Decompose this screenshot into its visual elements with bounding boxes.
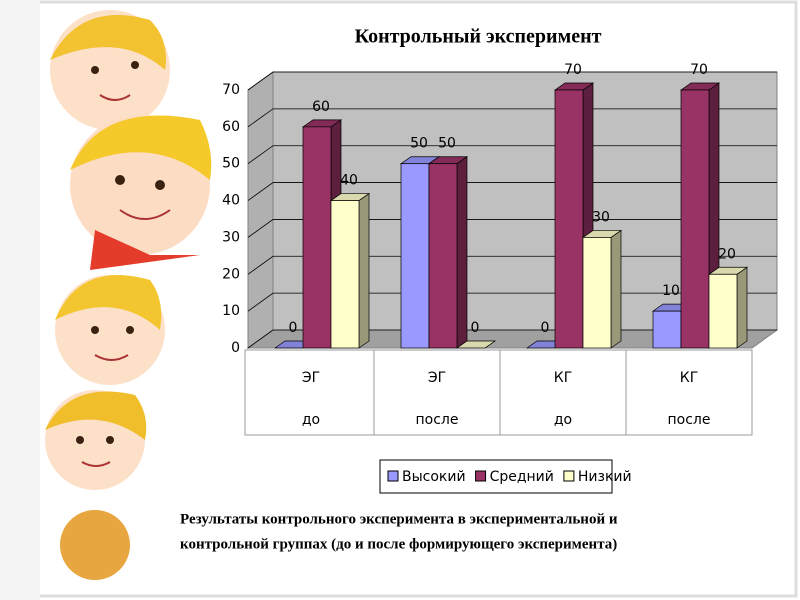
chart: 0 10 20 30 40 50 60 70 ЭГ до ЭГ после КГ до КГ после 0 60… bbox=[222, 62, 779, 494]
legend-swatch bbox=[563, 470, 575, 482]
bar bbox=[400, 163, 430, 349]
x-tick-label: ЭГ bbox=[302, 370, 320, 386]
y-tick-label: 60 bbox=[222, 119, 240, 135]
bar bbox=[680, 89, 710, 349]
kids-decoration bbox=[0, 0, 212, 600]
y-tick-label: 70 bbox=[222, 82, 240, 98]
value-label: 0 bbox=[289, 320, 298, 336]
caption-line: контрольной группах (до и после формирую… bbox=[180, 536, 617, 552]
side-wall bbox=[247, 71, 274, 349]
y-tick-label: 20 bbox=[222, 266, 240, 282]
value-label: 50 bbox=[410, 136, 428, 152]
value-label: 10 bbox=[662, 283, 680, 299]
value-label: 50 bbox=[438, 136, 456, 152]
bar-top bbox=[455, 340, 497, 349]
bar bbox=[708, 273, 738, 349]
value-label: 0 bbox=[541, 320, 550, 336]
grid-line bbox=[247, 108, 777, 128]
x-tick-label: ЭГ bbox=[428, 370, 446, 386]
bar bbox=[330, 200, 360, 349]
value-label: 0 bbox=[471, 320, 480, 336]
grid-line bbox=[247, 71, 777, 91]
legend-swatch bbox=[387, 470, 399, 482]
x-sub-label: после bbox=[668, 412, 711, 428]
x-sub-label: до bbox=[554, 412, 572, 428]
bar bbox=[554, 89, 584, 349]
grid-line bbox=[247, 219, 777, 238]
value-label: 70 bbox=[564, 62, 582, 78]
bar-side bbox=[358, 192, 370, 349]
y-tick-label: 50 bbox=[222, 156, 240, 172]
value-label: 20 bbox=[718, 246, 736, 262]
value-label: 60 bbox=[312, 99, 330, 115]
legend-label: Низкий bbox=[578, 469, 632, 485]
caption-line: Результаты контрольного эксперимента в э… bbox=[180, 511, 618, 527]
x-sub-label: после bbox=[416, 412, 459, 428]
y-tick-label: 0 bbox=[231, 340, 240, 356]
category-table bbox=[244, 349, 753, 436]
bar-side bbox=[610, 229, 622, 349]
x-sub-label: до bbox=[302, 412, 320, 428]
bar bbox=[428, 163, 458, 349]
y-tick-label: 10 bbox=[222, 303, 240, 319]
bar-side bbox=[736, 266, 748, 349]
value-label: 30 bbox=[592, 209, 610, 225]
bar bbox=[582, 237, 612, 349]
legend-label: Высокий bbox=[402, 469, 466, 485]
chart-title: Контрольный эксперимент bbox=[355, 26, 602, 48]
legend-swatch bbox=[475, 470, 487, 482]
x-tick-label: КГ bbox=[680, 370, 698, 386]
y-tick-label: 30 bbox=[222, 229, 240, 245]
grid-line bbox=[247, 145, 777, 165]
value-label: 70 bbox=[690, 62, 708, 78]
value-label: 40 bbox=[340, 173, 358, 189]
bar bbox=[302, 126, 332, 349]
legend-label: Средний bbox=[490, 469, 554, 485]
x-tick-label: КГ bbox=[554, 370, 572, 386]
bar-side bbox=[456, 156, 468, 349]
bar bbox=[652, 310, 682, 349]
grid-line bbox=[247, 182, 777, 201]
y-tick-label: 40 bbox=[222, 193, 240, 209]
